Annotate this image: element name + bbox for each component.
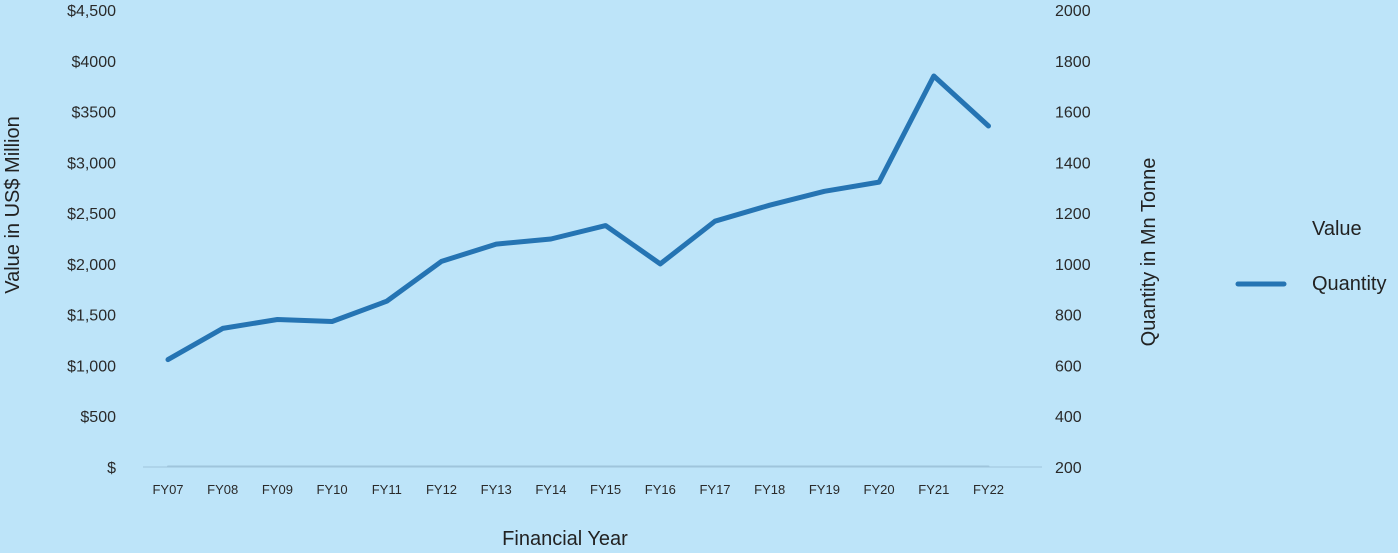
legend-label-value: Value: [1312, 218, 1362, 240]
left-tick-label: $3,000: [67, 155, 116, 172]
right-tick-label: 1800: [1055, 54, 1091, 71]
x-tick-label: FY07: [152, 482, 183, 497]
right-tick-label: 1000: [1055, 257, 1091, 274]
right-tick-label: 1200: [1055, 206, 1091, 223]
x-tick-label: FY14: [535, 482, 566, 497]
x-tick-label: FY12: [426, 482, 457, 497]
x-tick-label: FY13: [481, 482, 512, 497]
x-tick-label: FY15: [590, 482, 621, 497]
x-tick-label: FY11: [372, 482, 402, 497]
x-tick-label: FY17: [699, 482, 730, 497]
x-tick-label: FY08: [207, 482, 238, 497]
right-tick-label: 800: [1055, 308, 1082, 325]
x-tick-label: FY20: [864, 482, 895, 497]
x-tick-label: FY10: [317, 482, 348, 497]
right-tick-label: 2000: [1055, 3, 1091, 20]
left-tick-label: $2,500: [67, 206, 116, 223]
left-axis-ticks: $ $500 $1,000 $1,500 $2,000 $2,500 $3,000 $3500…: [67, 3, 116, 477]
right-tick-label: 200: [1055, 460, 1082, 477]
x-tick-label: FY21: [918, 482, 949, 497]
series-line-quantity: [165, 73, 991, 363]
left-tick-label: $: [107, 460, 116, 477]
right-axis-title: Quantity in Mn Tonne: [1138, 158, 1160, 347]
left-tick-label: $4,500: [67, 3, 116, 20]
right-tick-label: 1600: [1055, 105, 1091, 122]
left-axis-title: Value in US$ Million: [2, 116, 24, 294]
left-tick-label: $1,000: [67, 358, 116, 375]
left-tick-label: $3500: [72, 105, 117, 122]
x-tick-label: FY18: [754, 482, 785, 497]
right-axis-ticks: 200 400 600 800 1000 1200 1400 1600 1800 2000: [1055, 3, 1091, 477]
x-tick-label: FY16: [645, 482, 676, 497]
left-tick-label: $4000: [72, 54, 117, 71]
left-tick-label: $2,000: [67, 257, 116, 274]
left-tick-label: $500: [80, 409, 116, 426]
right-tick-label: 1400: [1055, 155, 1091, 172]
right-tick-label: 400: [1055, 409, 1082, 426]
legend-label-quantity: Quantity: [1312, 273, 1386, 295]
x-axis-ticks: FY07 FY08 FY09 FY10 FY11 FY12 FY13 FY14 FY15 FY16…: [152, 482, 1004, 497]
left-tick-label: $1,500: [67, 308, 116, 325]
right-tick-label: 600: [1055, 358, 1082, 375]
x-tick-label: FY19: [809, 482, 840, 497]
legend: Value Quantity: [1235, 218, 1386, 295]
x-tick-label: FY22: [973, 482, 1004, 497]
series-layer: [165, 73, 991, 468]
x-axis-title: Financial Year: [502, 528, 628, 550]
x-tick-label: FY09: [262, 482, 293, 497]
